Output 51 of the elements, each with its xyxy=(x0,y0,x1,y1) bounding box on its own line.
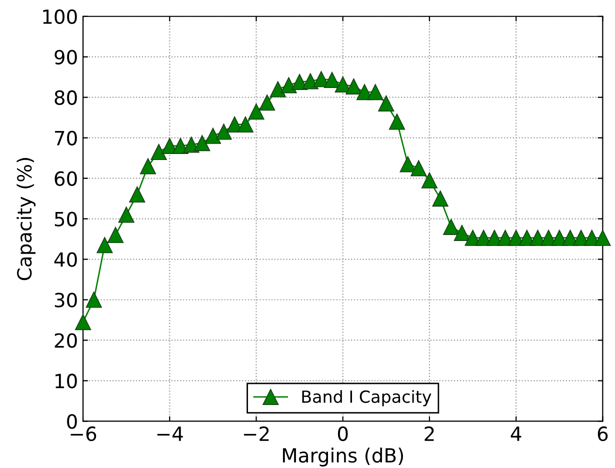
y-tick-label: 10 xyxy=(56,374,77,388)
y-axis-title: Capacity (%) xyxy=(16,158,36,280)
point xyxy=(216,124,232,140)
x-tick-label: 6 xyxy=(598,426,608,442)
point xyxy=(107,226,124,244)
y-tick-label: 90 xyxy=(54,50,77,65)
point xyxy=(443,218,460,235)
y-tick-label: 40 xyxy=(54,252,77,267)
legend-label: Band I Capacity xyxy=(302,390,432,406)
point xyxy=(346,78,362,94)
point xyxy=(324,72,340,88)
y-tick-label: 20 xyxy=(54,333,77,348)
point xyxy=(486,230,502,246)
point xyxy=(86,292,102,308)
point xyxy=(140,158,156,174)
point xyxy=(388,114,406,130)
point xyxy=(74,314,92,330)
point xyxy=(204,128,222,144)
y-tick-label: 100 xyxy=(43,9,77,24)
point xyxy=(421,172,438,188)
point xyxy=(129,186,146,203)
point xyxy=(237,116,254,133)
x-tick-label: 2 xyxy=(424,426,434,441)
point xyxy=(410,160,427,176)
point xyxy=(183,136,200,153)
point xyxy=(291,74,308,90)
point xyxy=(280,77,297,94)
point xyxy=(118,206,134,223)
point xyxy=(378,95,394,112)
point xyxy=(150,144,167,160)
x-tick-label: 0 xyxy=(338,426,348,442)
point xyxy=(594,230,611,246)
point xyxy=(454,224,470,242)
point xyxy=(334,76,351,92)
point xyxy=(194,135,210,152)
point xyxy=(367,84,384,100)
y-tick-label: 30 xyxy=(54,292,77,308)
point xyxy=(432,190,448,207)
y-tick-label: 70 xyxy=(55,130,77,146)
x-tick-label: −4 xyxy=(157,426,183,441)
point xyxy=(248,103,264,120)
x-axis-title: Margins (dB) xyxy=(282,448,403,466)
y-tick-label: 60 xyxy=(54,171,77,186)
point xyxy=(96,237,113,254)
x-tick-label: 4 xyxy=(510,426,522,441)
point xyxy=(270,81,286,98)
y-tick-label: 80 xyxy=(54,90,77,106)
point xyxy=(400,156,416,172)
x-tick-label: −2 xyxy=(244,426,269,441)
y-tick-label: 50 xyxy=(54,212,77,226)
point xyxy=(259,94,276,111)
